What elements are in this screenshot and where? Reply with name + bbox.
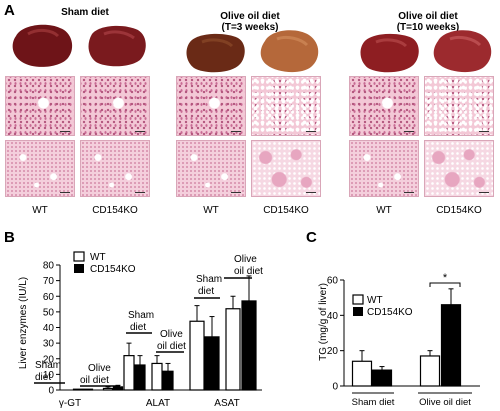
annot-asat-sham-1: Sham (196, 274, 222, 285)
genotype-label-ko: CD154KO (92, 205, 138, 216)
legend-label-wt: WT (90, 252, 106, 263)
category-label-sham: Sham diet (352, 397, 395, 408)
annot-asat-olive-2: oil diet (234, 266, 263, 277)
y-tick-label: 40 (43, 323, 55, 334)
annot-alat-sham-1: Sham (128, 310, 154, 321)
group-title-olive-3w: Olive oil diet (T=3 weeks) (195, 11, 305, 33)
bar-cd154ko (134, 364, 146, 391)
legend-swatch-wt (73, 251, 85, 262)
histology-low-sham-wt (5, 140, 75, 197)
histology-low-sham-ko (80, 140, 150, 197)
y-tick-label: 60 (43, 292, 55, 303)
histology-low-olive3-ko (251, 140, 321, 197)
group-title-line: Sham diet (61, 7, 109, 18)
panel-a-letter: A (4, 2, 15, 19)
y-tick-label: 80 (43, 261, 55, 272)
y-tick-label: 20 (43, 354, 55, 365)
bar-wt (151, 362, 163, 391)
legend-swatch-ko (353, 307, 363, 316)
annot-alat-olive-2: oil diet (157, 341, 186, 352)
group-label-alat: ALAT (146, 398, 170, 409)
group-title-line: Olive oil diet (220, 11, 280, 22)
annot-asat-olive-1: Olive (234, 254, 257, 265)
annot-ggt-olive-1: Olive (88, 363, 111, 374)
panel-b-letter: B (4, 229, 15, 246)
panel-b-ylabel: Liver enzymes (IU/L) (18, 277, 29, 369)
annot-ggt-sham-2: diet (35, 372, 51, 383)
y-tick-label: 50 (43, 307, 55, 318)
group-label-ggt: γ-GT (59, 398, 81, 409)
legend-label-ko: CD154KO (90, 264, 136, 275)
histology-high-olive3-ko (251, 76, 321, 136)
y-tick-label: 60 (327, 276, 339, 287)
bar-wt (102, 387, 114, 391)
panel-b-chart: B Liver enzymes (IU/L) 0 10 20 30 40 50 60 70 80… (4, 229, 263, 409)
group-label-asat: ASAT (214, 398, 239, 409)
histology-high-olive10-ko (424, 76, 494, 136)
annot-alat-sham-2: diet (130, 322, 146, 333)
histology-low-olive10-wt (349, 140, 419, 197)
annot-alat-olive-1: Olive (160, 329, 183, 340)
genotype-label-ko: CD154KO (263, 205, 309, 216)
liver-photo-sham-ko (88, 25, 146, 67)
panel-c-letter: C (306, 229, 317, 246)
bar-cd154ko (440, 304, 462, 387)
liver-photo-olive10-ko (433, 30, 492, 73)
group-title-line: (T=3 weeks) (221, 22, 279, 33)
histology-high-olive3-wt (176, 76, 246, 136)
bar-wt (225, 308, 241, 391)
bar-cd154ko (371, 369, 393, 387)
panel-c-bars (351, 288, 462, 387)
bar-cd154ko (112, 386, 124, 391)
annot-ggt-olive-2: oil diet (80, 375, 109, 386)
group-title-line: (T=10 weeks) (396, 22, 460, 33)
bar-cd154ko (204, 336, 220, 391)
y-tick-label: 0 (48, 386, 54, 397)
genotype-label-wt: WT (32, 205, 48, 216)
y-tick-label: 20 (327, 346, 339, 357)
group-title-line: Olive oil diet (398, 11, 458, 22)
bar-wt (189, 320, 205, 391)
legend-label-ko: CD154KO (367, 307, 413, 318)
y-tick-label: 30 (43, 339, 55, 350)
y-tick-label: 70 (43, 276, 55, 287)
liver-photo-olive10-wt (360, 33, 419, 73)
annot-ggt-sham-1: Sham (35, 360, 61, 371)
bar-wt (123, 355, 135, 391)
panel-c-ylabel: TG (mg/g of liver) (318, 283, 329, 361)
liver-photo-olive3-ko (260, 30, 319, 73)
histology-low-olive3-wt (176, 140, 246, 197)
histology-high-olive10-wt (349, 76, 419, 136)
group-title-olive-10w: Olive oil diet (T=10 weeks) (368, 11, 488, 33)
histology-low-olive10-ko (424, 140, 494, 197)
bar-wt (72, 388, 84, 391)
genotype-label-ko: CD154KO (436, 205, 482, 216)
histology-high-sham-wt (5, 76, 75, 136)
legend-label-wt: WT (367, 295, 383, 306)
bar-cd154ko (82, 388, 94, 391)
significance-star: * (443, 272, 448, 284)
y-tick-label: 10 (43, 370, 55, 381)
legend-swatch-wt (352, 294, 364, 305)
group-title-sham: Sham diet (30, 7, 140, 18)
liver-photo-olive3-wt (186, 33, 245, 73)
genotype-label-wt: WT (203, 205, 219, 216)
bar-wt (419, 355, 441, 387)
liver-photo-sham-wt (12, 24, 73, 67)
bar-cd154ko (162, 370, 174, 391)
histology-high-sham-ko (80, 76, 150, 136)
panel-b-bars (72, 275, 257, 391)
y-tick-label: 40 (327, 311, 339, 322)
significance-bracket (429, 282, 461, 287)
bar-cd154ko (241, 300, 257, 391)
legend-swatch-ko (74, 264, 84, 273)
bar-wt (351, 360, 373, 387)
annot-asat-sham-2: diet (198, 286, 214, 297)
genotype-label-wt: WT (376, 205, 392, 216)
category-label-olive: Olive oil diet (419, 397, 471, 408)
y-tick-label: 0 (332, 382, 338, 393)
